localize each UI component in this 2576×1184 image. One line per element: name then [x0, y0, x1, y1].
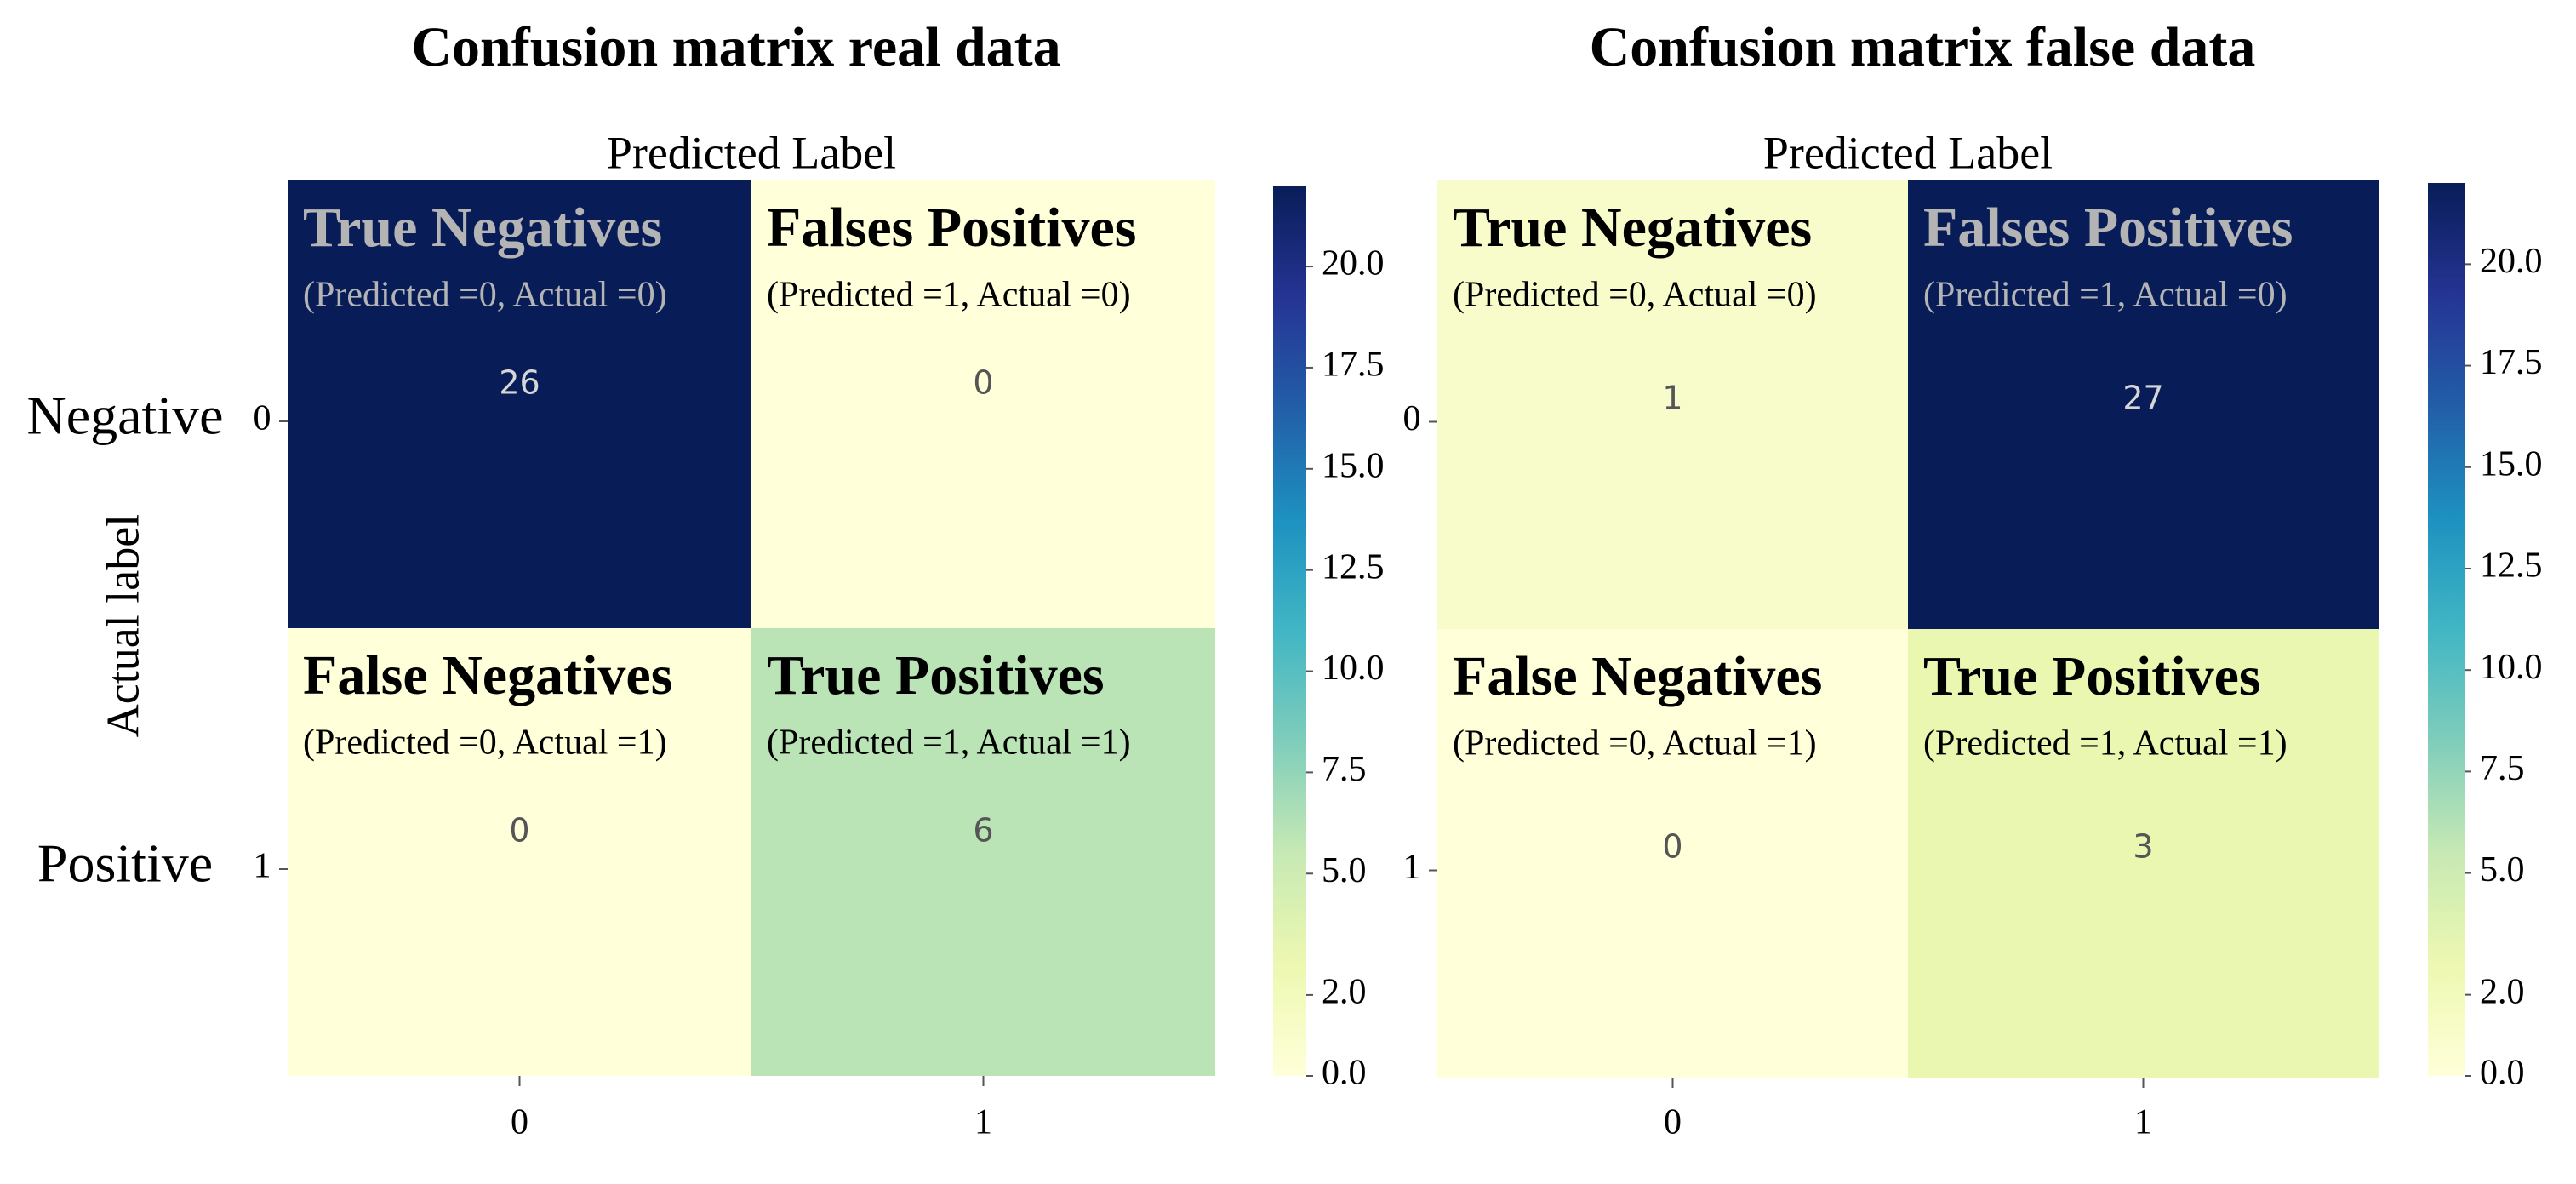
row-name: Negative — [27, 386, 224, 446]
cell-subtitle: (Predicted =0, Actual =1) — [303, 724, 667, 763]
colorbar-tick-label: 5.0 — [2480, 850, 2525, 889]
cell-title: False Negatives — [303, 644, 672, 706]
cell-value: 26 — [499, 364, 540, 402]
y-tick-label: 0 — [254, 399, 271, 438]
colorbar-tick-label: 17.5 — [2480, 343, 2543, 382]
cell-subtitle: (Predicted =0, Actual =0) — [1453, 276, 1817, 315]
colorbar-tick-label: 10.0 — [2480, 648, 2543, 687]
cell-subtitle: (Predicted =1, Actual =1) — [1923, 724, 2288, 764]
cell-value: 3 — [2133, 828, 2153, 866]
colorbar-tick-label: 5.0 — [1322, 851, 1367, 890]
chart-title: Confusion matrix real data — [411, 16, 1060, 78]
cell-value: 27 — [2122, 380, 2163, 417]
colorbar-tick-label: 0.0 — [2480, 1054, 2525, 1093]
heatmap-cell — [751, 628, 1215, 1076]
colorbar — [2428, 183, 2465, 1076]
colorbar-tick-label: 12.5 — [2480, 546, 2543, 586]
x-axis-label: Predicted Label — [1763, 127, 2053, 178]
colorbar-tick-label: 7.5 — [1322, 750, 1367, 789]
y-tick-label: 1 — [1403, 848, 1421, 887]
cell-subtitle: (Predicted =1, Actual =1) — [767, 724, 1131, 763]
cell-title: True Positives — [1923, 645, 2261, 707]
cell-subtitle: (Predicted =1, Actual =0) — [767, 276, 1131, 315]
cell-title: Falses Positives — [767, 197, 1136, 259]
heatmap-cell — [288, 628, 751, 1076]
cell-subtitle: (Predicted =0, Actual =1) — [1453, 724, 1817, 764]
cell-subtitle: (Predicted =0, Actual =0) — [303, 276, 667, 315]
x-tick-label: 0 — [511, 1103, 528, 1142]
y-tick-label: 1 — [254, 847, 271, 886]
colorbar-tick-label: 20.0 — [2480, 242, 2543, 281]
x-tick-label: 0 — [1664, 1103, 1682, 1142]
colorbar-tick-label: 17.5 — [1322, 346, 1385, 385]
colorbar-tick-label: 12.5 — [1322, 547, 1385, 586]
heatmap-cell — [1908, 629, 2379, 1078]
colorbar-tick-label: 7.5 — [2480, 749, 2525, 788]
cell-title: Falses Positives — [1923, 197, 2293, 259]
colorbar-tick-label: 0.0 — [1322, 1054, 1367, 1093]
heatmap-cell — [288, 180, 751, 628]
colorbar-tick-label: 15.0 — [1322, 446, 1385, 485]
heatmap-cell — [1437, 180, 1908, 629]
cell-title: True Positives — [767, 644, 1105, 706]
cell-title: False Negatives — [1453, 645, 1822, 707]
colorbar-tick-label: 2.0 — [2480, 972, 2525, 1011]
cell-subtitle: (Predicted =1, Actual =0) — [1923, 276, 2288, 315]
x-tick-label: 1 — [974, 1103, 992, 1142]
colorbar-tick-label: 2.0 — [1322, 973, 1367, 1012]
y-tick-label: 0 — [1403, 399, 1421, 438]
x-axis-label: Predicted Label — [607, 127, 896, 178]
y-axis-label: Actual label — [97, 514, 148, 737]
heatmap-cell — [1908, 180, 2379, 629]
colorbar-tick-label: 10.0 — [1322, 649, 1385, 688]
cell-title: True Negatives — [1453, 197, 1812, 259]
cell-value: 1 — [1662, 380, 1682, 417]
heatmap-cell — [1437, 629, 1908, 1078]
cell-value: 6 — [973, 812, 993, 849]
cell-value: 0 — [1662, 828, 1682, 866]
cell-value: 0 — [973, 364, 993, 402]
chart-title: Confusion matrix false data — [1590, 16, 2256, 78]
x-tick-label: 1 — [2134, 1103, 2152, 1142]
cell-title: True Negatives — [303, 197, 662, 259]
colorbar-tick-label: 20.0 — [1322, 244, 1385, 283]
row-name: Positive — [37, 833, 213, 894]
heatmap-cell — [751, 180, 1215, 628]
cell-value: 0 — [509, 812, 529, 849]
colorbar — [1273, 186, 1306, 1076]
colorbar-tick-label: 15.0 — [2480, 444, 2543, 483]
